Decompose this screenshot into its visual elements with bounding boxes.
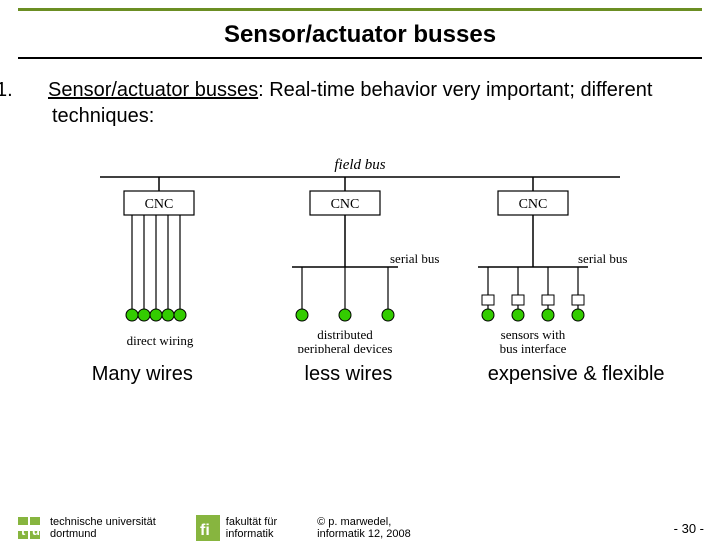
svg-text:fi: fi — [200, 522, 210, 539]
svg-text:field bus: field bus — [334, 157, 385, 173]
svg-text:t: t — [21, 523, 26, 538]
slide-body: 1.Sensor/actuator busses: Real-time beha… — [0, 77, 720, 386]
svg-text:serial bus: serial bus — [390, 251, 439, 266]
svg-text:distributed: distributed — [317, 327, 373, 342]
svg-text:serial bus: serial bus — [578, 251, 627, 266]
fak-line2: informatik — [226, 528, 277, 540]
bus-diagram: field bus CNC direct wiring CNC serial bus di… — [80, 143, 640, 353]
svg-text:peripheral devices: peripheral devices — [298, 341, 393, 353]
caption-expensive-flexible: expensive & flexible — [456, 363, 696, 386]
university-name: technische universität dortmund — [50, 516, 156, 540]
svg-text:CNC: CNC — [145, 197, 174, 212]
fi-logo-icon: fi — [196, 515, 220, 541]
page-number: - 30 - — [674, 521, 704, 536]
svg-text:sensors with: sensors with — [501, 327, 566, 342]
copyright: © p. marwedel, informatik 12, 2008 — [317, 516, 411, 540]
slide-title: Sensor/actuator busses — [0, 11, 720, 57]
copy-line2: informatik 12, 2008 — [317, 528, 411, 540]
caption-many-wires: Many wires — [24, 363, 241, 386]
svg-text:CNC: CNC — [331, 197, 360, 212]
diagram-container: field bus CNC direct wiring CNC serial bus di… — [24, 143, 696, 353]
uni-line1: technische universität — [50, 516, 156, 528]
svg-text:CNC: CNC — [519, 197, 548, 212]
svg-text:direct wiring: direct wiring — [127, 333, 194, 348]
svg-text:bus interface: bus interface — [500, 341, 567, 353]
copy-line1: © p. marwedel, — [317, 516, 411, 528]
fak-line1: fakultät für — [226, 516, 277, 528]
footer: tu technische universität dortmund fi fa… — [0, 508, 720, 548]
tu-logo-icon: tu — [16, 515, 44, 541]
uni-line2: dortmund — [50, 528, 156, 540]
faculty-name: fakultät für informatik — [226, 516, 277, 540]
bullet-lead: Sensor/actuator busses — [48, 79, 258, 101]
svg-text:u: u — [32, 523, 40, 538]
bullet-number: 1. — [24, 77, 48, 103]
caption-row: Many wires less wires expensive & flexib… — [24, 363, 696, 386]
bullet-1: 1.Sensor/actuator busses: Real-time beha… — [24, 77, 696, 129]
title-underline — [18, 57, 702, 59]
caption-less-wires: less wires — [241, 363, 457, 386]
